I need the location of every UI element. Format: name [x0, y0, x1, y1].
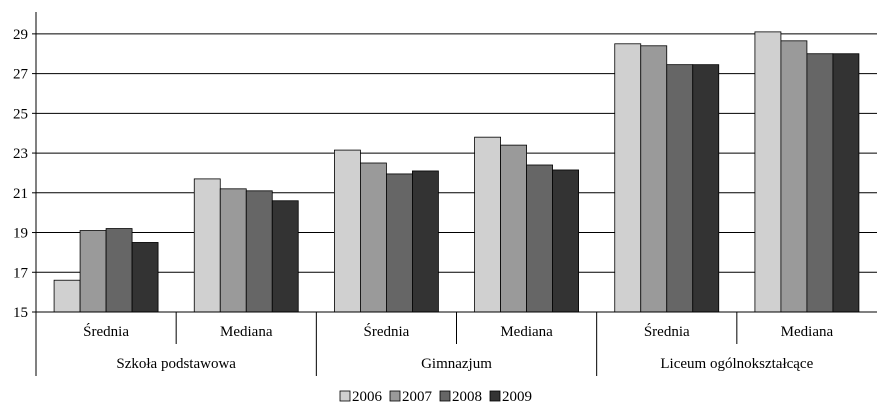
y-tick-label: 17: [13, 265, 29, 281]
category-label: Mediana: [781, 324, 834, 340]
y-tick-label: 21: [13, 186, 28, 202]
bar-2007-4: [640, 45, 668, 313]
legend-label-2009: 2009: [502, 389, 532, 405]
bar-2007-1: [219, 188, 247, 313]
bar-2009-3: [552, 169, 579, 313]
category-label: Średnia: [364, 323, 410, 340]
bar-2009-4: [692, 64, 720, 313]
bar-2007-3: [500, 144, 527, 313]
bar-2006-4: [614, 43, 642, 313]
bar-2008-1: [245, 190, 273, 313]
y-tick-label: 29: [13, 27, 28, 43]
bar-2007-0: [79, 230, 107, 313]
bar-2006-2: [334, 149, 361, 313]
bar-2008-0: [105, 228, 133, 313]
bar-2006-5: [754, 31, 782, 313]
bar-2007-5: [780, 40, 808, 313]
bar-2008-3: [526, 164, 553, 313]
legend-swatch-2009: [489, 390, 501, 402]
bar-2008-5: [806, 53, 834, 313]
axes: [32, 12, 877, 376]
y-tick-label: 27: [13, 67, 29, 83]
category-label: Średnia: [644, 323, 690, 340]
legend-swatch-2007: [389, 390, 401, 402]
bar-2007-2: [360, 162, 387, 313]
legend: 2006 2007 2008 2009: [339, 389, 532, 405]
legend-label-2008: 2008: [452, 389, 482, 405]
bars: [53, 31, 860, 313]
y-tick-label: 25: [13, 106, 28, 122]
bar-2008-4: [666, 64, 694, 313]
category-label: Mediana: [220, 324, 273, 340]
bar-2006-0: [53, 279, 81, 313]
group-label: Szkoła podstawowa: [116, 356, 236, 372]
bar-2009-0: [131, 242, 159, 313]
legend-swatch-2006: [339, 390, 351, 402]
labels: 15 17 19 21 23 25 27 29 Średnia Mediana Średnia Med…: [13, 27, 833, 372]
bar-2009-2: [412, 170, 439, 313]
bar-2006-1: [193, 178, 221, 313]
legend-label-2007: 2007: [402, 389, 433, 405]
gridlines: [36, 33, 877, 273]
group-label: Liceum ogólnokształcące: [660, 356, 813, 372]
bar-2009-5: [832, 53, 860, 313]
group-label: Gimnazjum: [421, 356, 492, 372]
bar-2009-1: [271, 200, 299, 313]
category-label: Mediana: [500, 324, 553, 340]
y-tick-label: 15: [13, 305, 28, 321]
category-label: Średnia: [83, 323, 129, 340]
y-tick-label: 23: [13, 146, 28, 162]
bar-2008-2: [386, 173, 413, 313]
legend-swatch-2008: [439, 390, 451, 402]
y-tick-label: 19: [13, 226, 28, 242]
legend-label-2006: 2006: [352, 389, 383, 405]
bar-2006-3: [474, 136, 501, 313]
